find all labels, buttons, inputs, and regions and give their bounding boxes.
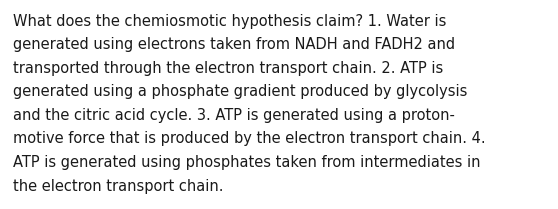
Text: What does the chemiosmotic hypothesis claim? 1. Water is: What does the chemiosmotic hypothesis cl… [13, 14, 446, 29]
Text: ATP is generated using phosphates taken from intermediates in: ATP is generated using phosphates taken … [13, 155, 480, 170]
Text: and the citric acid cycle. 3. ATP is generated using a proton-: and the citric acid cycle. 3. ATP is gen… [13, 108, 455, 123]
Text: generated using a phosphate gradient produced by glycolysis: generated using a phosphate gradient pro… [13, 84, 468, 99]
Text: the electron transport chain.: the electron transport chain. [13, 178, 224, 194]
Text: motive force that is produced by the electron transport chain. 4.: motive force that is produced by the ele… [13, 131, 485, 147]
Text: transported through the electron transport chain. 2. ATP is: transported through the electron transpo… [13, 61, 443, 76]
Text: generated using electrons taken from NADH and FADH2 and: generated using electrons taken from NAD… [13, 37, 455, 52]
